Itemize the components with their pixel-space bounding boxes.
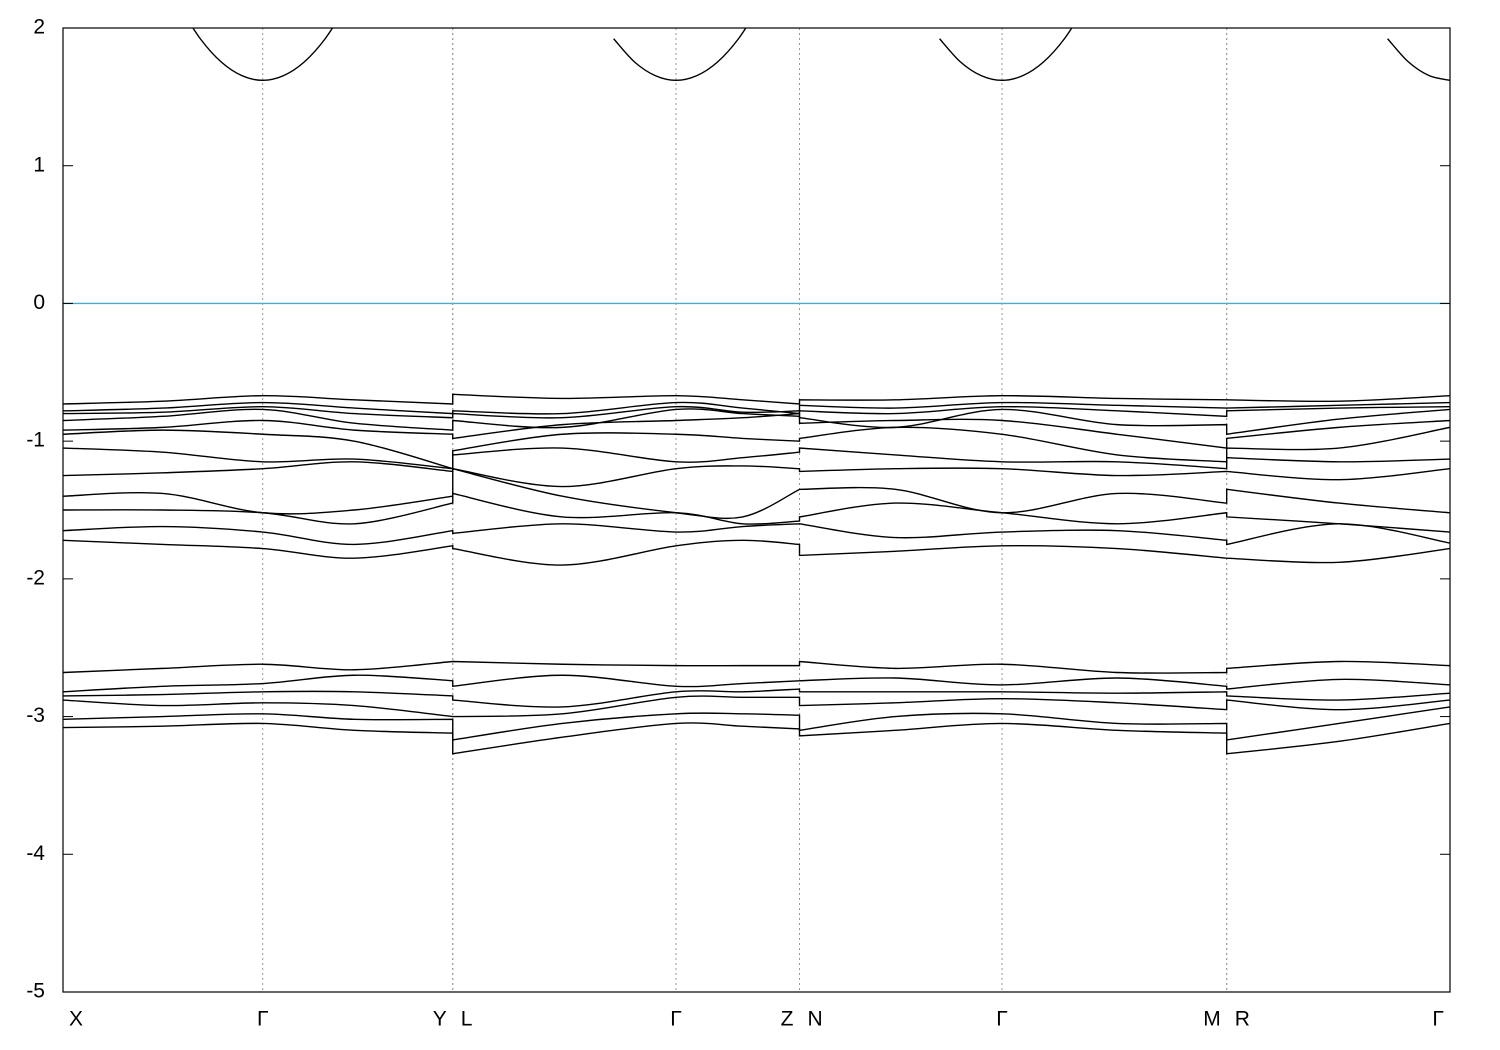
y-tick-label: 0: [33, 291, 45, 314]
bands-layer: [63, 28, 1450, 755]
band-line: [63, 426, 1450, 470]
x-tick-label: Z: [781, 1008, 794, 1031]
band-line: [63, 401, 1450, 415]
x-tick-label: Γ: [1432, 1008, 1444, 1031]
band-line: [63, 461, 1450, 488]
y-tick-label: -1: [26, 429, 45, 452]
band-line: [192, 28, 1450, 82]
y-tick-label: 1: [33, 153, 45, 176]
x-tick-label: N: [807, 1008, 822, 1031]
y-tick-label: -5: [26, 980, 45, 1003]
axes-layer: X Γ Y L Γ Z N Γ M R Γ 2 1 0 -1 -2 -3 -4 -5: [26, 16, 1451, 1031]
y-tick-label: -4: [26, 842, 45, 865]
band-line: [63, 405, 1450, 419]
y-tick-label: -3: [26, 704, 45, 727]
x-tick-label: Γ: [670, 1008, 682, 1031]
x-tick-label: R: [1235, 1008, 1250, 1031]
band-line: [63, 706, 1450, 741]
band-line: [63, 393, 1450, 405]
plot-frame: [62, 27, 1451, 993]
grid-layer: [62, 28, 1451, 992]
x-tick-label: Γ: [257, 1008, 269, 1031]
band-line: [63, 674, 1450, 693]
band-line: [63, 447, 1450, 470]
band-line: [63, 722, 1450, 755]
band-line: [63, 523, 1450, 546]
x-tick-label: X: [69, 1008, 83, 1031]
band-line: [63, 688, 1450, 708]
x-tick-label: L: [461, 1008, 473, 1031]
x-tick-label: Y: [433, 1008, 447, 1031]
band-line: [63, 695, 1450, 718]
band-line: [63, 467, 1450, 520]
x-tick-label: Γ: [996, 1008, 1008, 1031]
x-tick-label: M: [1203, 1008, 1221, 1031]
band-line: [63, 412, 1450, 449]
band-line: [63, 539, 1450, 566]
band-line: [63, 408, 1450, 436]
band-line: [63, 660, 1450, 674]
y-tick-label: 2: [33, 16, 45, 39]
y-tick-label: -2: [26, 566, 45, 589]
band-line: [63, 492, 1450, 533]
